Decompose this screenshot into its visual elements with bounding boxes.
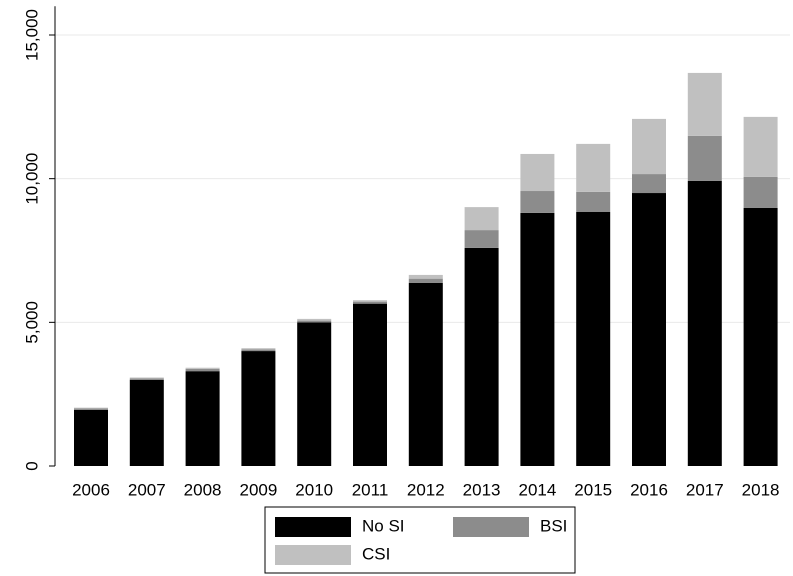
bar-segment xyxy=(129,378,164,380)
bar-segment xyxy=(185,367,220,369)
y-tick-label: 0 xyxy=(22,461,41,470)
bar-segment xyxy=(743,176,778,208)
bar-segment xyxy=(520,191,555,213)
bar-segment xyxy=(632,174,666,194)
bar-segment xyxy=(241,349,276,352)
bar-segment xyxy=(129,379,164,466)
legend-swatch xyxy=(275,517,351,537)
x-tick-label: 2015 xyxy=(574,480,612,499)
bar-segment xyxy=(297,320,332,323)
x-tick-label: 2016 xyxy=(630,480,668,499)
bar-segment xyxy=(297,318,332,321)
bar-segment xyxy=(520,212,555,466)
bar-segment xyxy=(74,409,108,466)
bar-segment xyxy=(632,193,666,467)
legend-label: CSI xyxy=(362,544,390,563)
x-tick-label: 2012 xyxy=(407,480,445,499)
bar-segment xyxy=(464,230,499,248)
x-tick-label: 2009 xyxy=(239,480,277,499)
bar-segment xyxy=(632,118,666,175)
bar-segment xyxy=(687,72,722,136)
legend-swatch xyxy=(453,517,529,537)
bar-segment xyxy=(241,351,276,466)
bar-segment xyxy=(74,407,108,409)
y-tick-label: 10,000 xyxy=(22,153,41,205)
y-tick-label: 5,000 xyxy=(22,301,41,344)
x-tick-label: 2006 xyxy=(72,480,110,499)
x-tick-label: 2018 xyxy=(742,480,780,499)
bar-segment xyxy=(353,301,387,304)
bar-segment xyxy=(74,408,108,410)
bar-segment xyxy=(576,191,611,212)
bar-segment xyxy=(576,143,611,192)
x-tick-label: 2011 xyxy=(352,480,389,499)
bar-segment xyxy=(687,180,722,466)
y-tick-label: 15,000 xyxy=(22,9,41,61)
bar-segment xyxy=(520,153,555,192)
x-tick-label: 2010 xyxy=(295,480,333,499)
bar-segment xyxy=(464,247,499,466)
bar-segment xyxy=(743,207,778,466)
bar-segment xyxy=(241,348,276,350)
bar-segment xyxy=(687,135,722,181)
bar-segment xyxy=(408,278,443,283)
x-tick-label: 2014 xyxy=(518,480,556,499)
legend-swatch xyxy=(275,545,351,565)
x-tick-label: 2008 xyxy=(184,480,222,499)
bar-segment xyxy=(408,282,443,466)
bar-segment xyxy=(353,300,387,302)
bar-segment xyxy=(297,322,332,466)
bar-segment xyxy=(185,368,220,372)
bar-segment xyxy=(743,116,778,177)
bar-segment xyxy=(576,211,611,466)
legend-label: No SI xyxy=(362,516,405,535)
bar-segment xyxy=(185,371,220,466)
bar-segment xyxy=(129,377,164,379)
bar-segment xyxy=(464,207,499,231)
bar-segment xyxy=(353,303,387,466)
x-tick-label: 2013 xyxy=(463,480,501,499)
x-tick-label: 2017 xyxy=(686,480,724,499)
legend-label: BSI xyxy=(540,516,567,535)
x-tick-label: 2007 xyxy=(128,480,166,499)
bar-segment xyxy=(408,274,443,279)
